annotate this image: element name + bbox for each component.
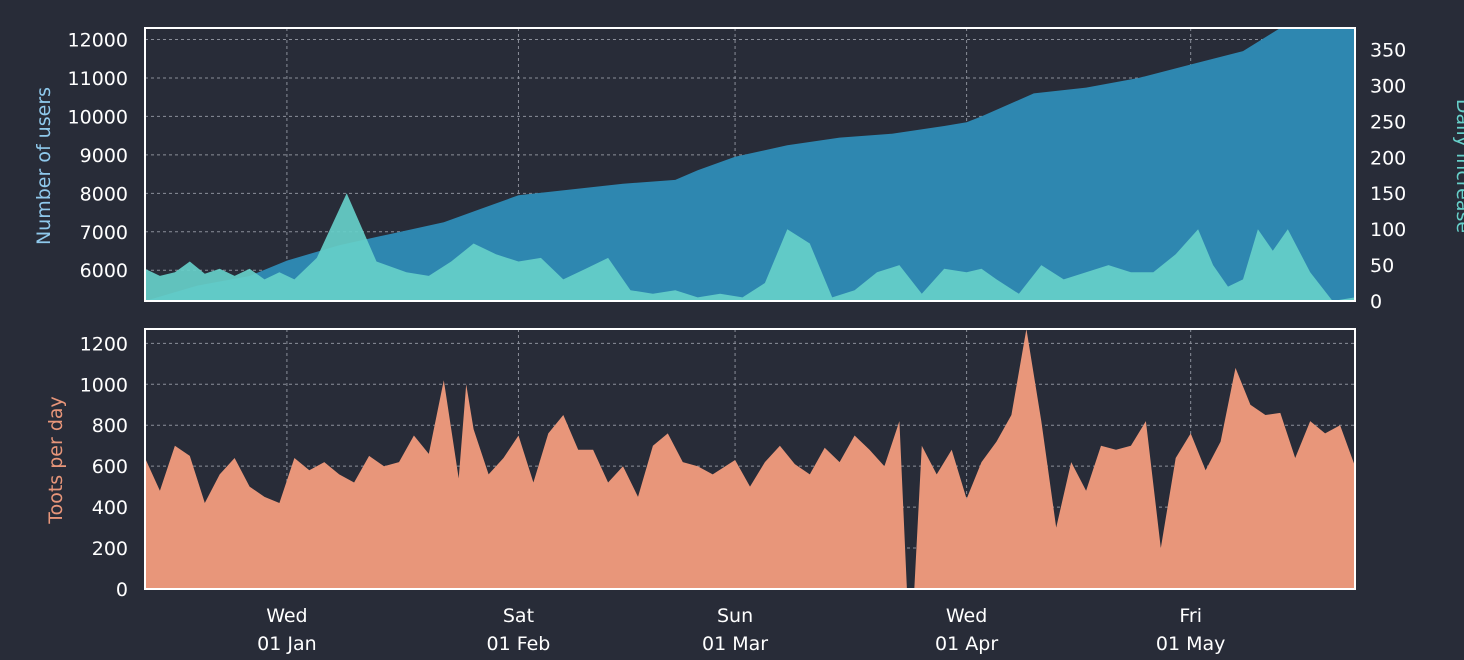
daily-increase-tick-label: 200 [1370,147,1406,169]
daily-increase-tick-label: 50 [1370,255,1394,277]
users-axis-label: Number of users [33,87,55,245]
x-tick-weekday: Fri [1179,605,1202,627]
daily-increase-tick-label: 350 [1370,40,1406,62]
users-tick-label: 7000 [80,222,128,244]
users-tick-label: 11000 [68,68,128,90]
toots-tick-label: 1200 [80,333,128,355]
users-tick-label: 12000 [68,30,128,52]
daily-increase-tick-label: 150 [1370,183,1406,205]
x-tick-date: 01 Feb [487,633,551,655]
daily-increase-tick-label: 0 [1370,291,1382,313]
x-tick-weekday: Sun [717,605,753,627]
x-tick-date: 01 Apr [935,633,998,655]
daily-increase-tick-label: 100 [1370,219,1406,241]
bottom-series [145,329,1355,589]
x-tick-weekday: Wed [946,605,987,627]
tick-labels: Wed 01 Jan Sat 01 Feb Sun 01 Mar Wed 01 Apr Fri 0… [68,30,1407,655]
x-tick-weekday: Wed [266,605,307,627]
users-tick-label: 8000 [80,183,128,205]
users-tick-label: 6000 [80,260,128,282]
users-tick-label: 9000 [80,145,128,167]
toots-tick-label: 200 [92,538,128,560]
toots-tick-label: 0 [116,579,128,601]
daily-increase-tick-label: 300 [1370,75,1406,97]
x-tick-date: 01 May [1156,633,1226,655]
x-tick-weekday: Sat [503,605,534,627]
toots-tick-label: 1000 [80,374,128,396]
x-tick-date: 01 Mar [702,633,768,655]
daily-increase-axis-label: Daily increase [1452,99,1464,233]
daily-increase-tick-label: 250 [1370,111,1406,133]
top-series [145,28,1355,301]
x-tick-date: 01 Jan [257,633,317,655]
toots-tick-label: 600 [92,456,128,478]
toots-area [145,329,1355,589]
toots-tick-label: 800 [92,415,128,437]
bottom-panel-frame [144,328,1356,590]
toots-tick-label: 400 [92,497,128,519]
top-panel-frame [144,27,1356,302]
users-tick-label: 10000 [68,106,128,128]
daily-increase-area [145,193,1355,301]
users-area [145,28,1355,301]
toots-axis-label: Toots per day [45,396,67,525]
